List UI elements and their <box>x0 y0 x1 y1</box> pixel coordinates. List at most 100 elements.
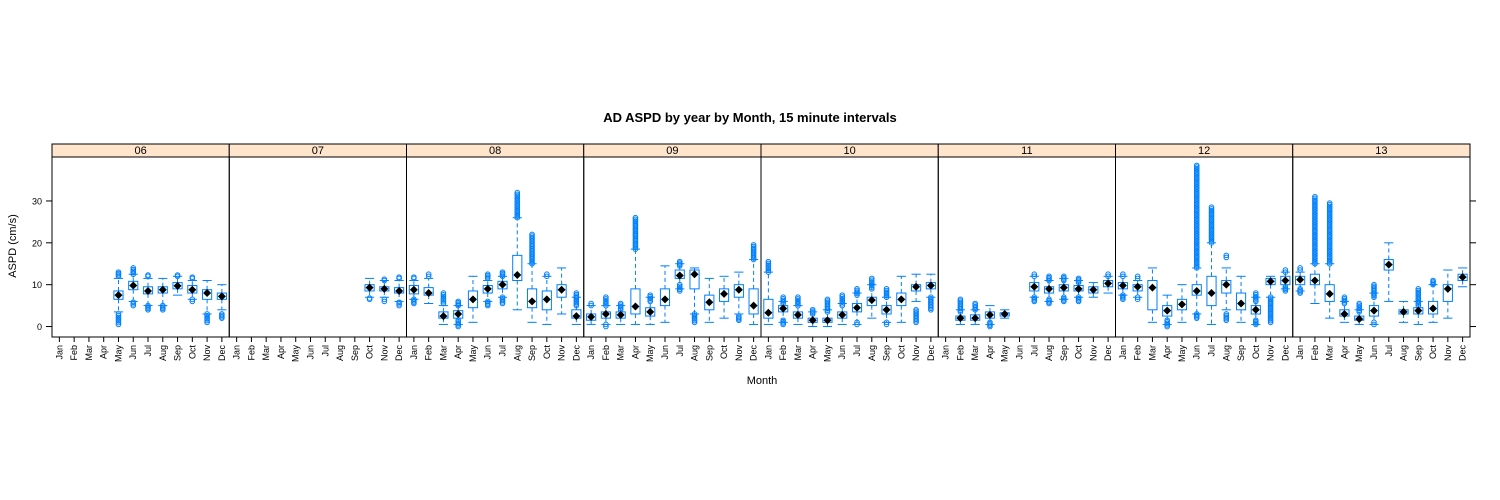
outlier-point <box>1430 277 1436 284</box>
box-07-Nov <box>379 276 390 305</box>
outlier-point <box>1120 273 1126 280</box>
outlier-point <box>1267 297 1274 304</box>
median-marker <box>1310 276 1319 285</box>
median-marker <box>1355 315 1364 323</box>
box-07-Dec <box>394 274 405 309</box>
outlier-point <box>839 302 846 309</box>
outlier-point <box>750 243 757 250</box>
strip-label: 09 <box>666 145 678 157</box>
box-09-Jun <box>659 265 671 323</box>
median-marker <box>1414 306 1423 315</box>
x-tick-label: Feb <box>955 345 965 361</box>
x-tick-label: Mar <box>793 345 803 361</box>
box-iqr <box>467 290 479 309</box>
box-iqr <box>1368 305 1380 317</box>
outlier-point <box>883 287 890 294</box>
panel-border <box>51 156 230 338</box>
x-tick-label: Nov <box>202 345 212 362</box>
x-tick-label: Feb <box>1133 345 1143 361</box>
median-marker <box>1074 284 1083 293</box>
median-marker <box>882 305 891 314</box>
x-tick-label: Jan <box>1118 345 1128 360</box>
outlier-point <box>750 245 757 251</box>
outlier-point <box>189 274 196 280</box>
median-marker <box>409 285 418 294</box>
panel-border <box>228 156 407 338</box>
median-marker <box>646 307 655 316</box>
box-iqr <box>1176 298 1188 311</box>
outlier-point <box>765 260 772 267</box>
box-13-Nov <box>1442 269 1453 319</box>
x-tick-label: Jan <box>763 345 773 360</box>
outlier-point <box>1105 273 1111 280</box>
box-08-Jun <box>482 271 493 309</box>
x-tick-label: Mar <box>261 345 271 361</box>
box-13-Aug <box>1398 300 1409 323</box>
box-09-Dec <box>748 242 759 325</box>
outlier-point <box>765 265 772 272</box>
outlier-point <box>1208 206 1215 212</box>
box-09-May <box>645 292 656 325</box>
box-13-Dec <box>1457 267 1468 288</box>
median-marker <box>1458 273 1467 282</box>
x-tick-label: Dec <box>1103 345 1113 362</box>
x-tick-label: Feb <box>1310 345 1320 361</box>
median-marker <box>1133 282 1142 291</box>
outlier-point <box>1253 317 1259 324</box>
outlier-point <box>632 218 639 224</box>
x-tick-label: Mar <box>1147 345 1157 361</box>
outlier-point <box>1223 252 1230 259</box>
box-13-Jan <box>1295 265 1306 296</box>
median-marker <box>217 292 226 301</box>
outlier-point <box>1371 319 1377 326</box>
outlier-point <box>957 296 964 303</box>
outlier-point <box>130 302 137 309</box>
outlier-point <box>440 298 447 305</box>
x-tick-label: Oct <box>1428 345 1438 360</box>
x-tick-label: Apr <box>1162 345 1172 359</box>
box-09-Jul <box>674 258 685 294</box>
box-iqr <box>1235 292 1247 311</box>
box-06-Jun <box>128 265 139 309</box>
box-iqr <box>630 288 641 315</box>
outlier-point <box>145 272 151 278</box>
x-tick-label: Aug <box>1221 345 1231 361</box>
x-tick-label: Aug <box>158 345 168 361</box>
outlier-point <box>115 316 122 323</box>
x-tick-label: Apr <box>99 345 109 359</box>
box-06-May <box>113 269 124 328</box>
x-tick-label: Oct <box>542 345 552 360</box>
box-08-May <box>467 275 479 323</box>
outlier-point <box>219 311 225 317</box>
outlier-point <box>1193 165 1200 172</box>
outlier-point <box>145 302 151 309</box>
outlier-point <box>854 319 860 326</box>
outlier-point <box>1075 275 1082 282</box>
x-tick-label: May <box>1000 345 1010 363</box>
box-iqr <box>659 288 671 307</box>
y-tick-label: 0 <box>37 322 42 332</box>
panel-11: 11 Jan Feb Mar Apr May Jun Jul Aug Sep Oct Nov Dec <box>937 143 1116 363</box>
outlier-point <box>514 189 521 196</box>
median-marker <box>912 282 921 291</box>
median-marker <box>498 280 507 289</box>
x-tick-label: Sep <box>350 345 360 361</box>
box-iqr <box>541 290 552 311</box>
outlier-point <box>632 216 639 223</box>
outlier-point <box>1356 302 1363 308</box>
outlier-point <box>484 298 491 305</box>
median-marker <box>1222 280 1231 289</box>
outlier-point <box>130 299 137 306</box>
median-marker <box>1030 282 1039 291</box>
box-10-Apr <box>807 306 818 328</box>
median-marker <box>1104 279 1113 288</box>
median-marker <box>1163 306 1172 315</box>
box-iqr <box>881 305 892 315</box>
x-tick-label: Jul <box>320 345 330 357</box>
outlier-point <box>1164 317 1170 324</box>
box-10-Mar <box>792 294 804 325</box>
outlier-point <box>1415 287 1422 294</box>
x-tick-label: Feb <box>246 345 256 361</box>
x-tick-label: May <box>1354 345 1364 363</box>
x-tick-label: Aug <box>512 345 522 361</box>
